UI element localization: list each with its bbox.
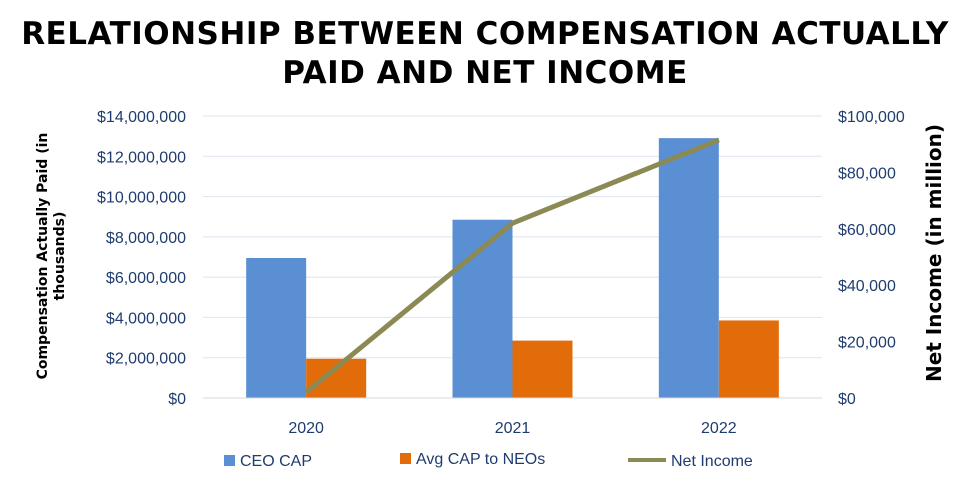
y2-tick-label: $60,000 [838,222,896,239]
y-tick-label: $2,000,000 [106,351,186,368]
y-tick-label: $8,000,000 [106,230,186,247]
left-axis-ticks: $0 $2,000,000 $4,000,000 $6,000,000 $8,000,0… [97,109,186,408]
legend-swatch-avg-cap [400,453,411,464]
x-tick-label: 2021 [495,420,531,437]
bar-avg-cap-to-neos-2022 [718,320,779,398]
legend: CEO CAP Avg CAP to NEOs Net Income [224,451,753,470]
chart-title-line-2: PAID AND NET INCOME [282,55,688,91]
x-tick-label: 2020 [288,420,324,437]
y-axis-title-line-2: thousands) [52,212,68,301]
y2-tick-label: $40,000 [838,278,896,295]
bar-series [246,138,779,398]
legend-swatch-ceo-cap [224,455,235,466]
y-tick-label: $14,000,000 [97,109,186,126]
y-tick-label: $10,000,000 [97,190,186,207]
bar-ceo-cap-2020 [246,258,307,398]
x-tick-label: 2022 [701,420,737,437]
y-axis-title-line-1: Compensation Actually Paid (in [35,133,51,380]
y2-tick-label: $20,000 [838,335,896,352]
x-axis-ticks: 2020 2021 2022 [288,420,736,437]
y2-tick-label: $80,000 [838,165,896,182]
y-tick-label: $4,000,000 [106,310,186,327]
legend-label-avg-cap: Avg CAP to NEOs [416,451,545,468]
y-tick-label: $0 [168,391,186,408]
bar-ceo-cap-2022 [658,138,719,398]
chart-title-line-1: RELATIONSHIP BETWEEN COMPENSATION ACTUAL… [21,16,949,52]
line-net-income [304,137,720,395]
y2-tick-label: $100,000 [838,109,905,126]
bar-avg-cap-to-neos-2021 [512,340,573,398]
net-income-line-series [304,137,720,395]
legend-label-net-income: Net Income [671,453,753,470]
right-axis-ticks: $0 $20,000 $40,000 $60,000 $80,000 $100,000 [838,109,905,408]
y-tick-label: $6,000,000 [106,270,186,287]
legend-label-ceo-cap: CEO CAP [240,453,312,470]
y2-tick-label: $0 [838,391,856,408]
y-tick-label: $12,000,000 [97,149,186,166]
y2-axis-title: Net Income (in million) [922,124,946,382]
